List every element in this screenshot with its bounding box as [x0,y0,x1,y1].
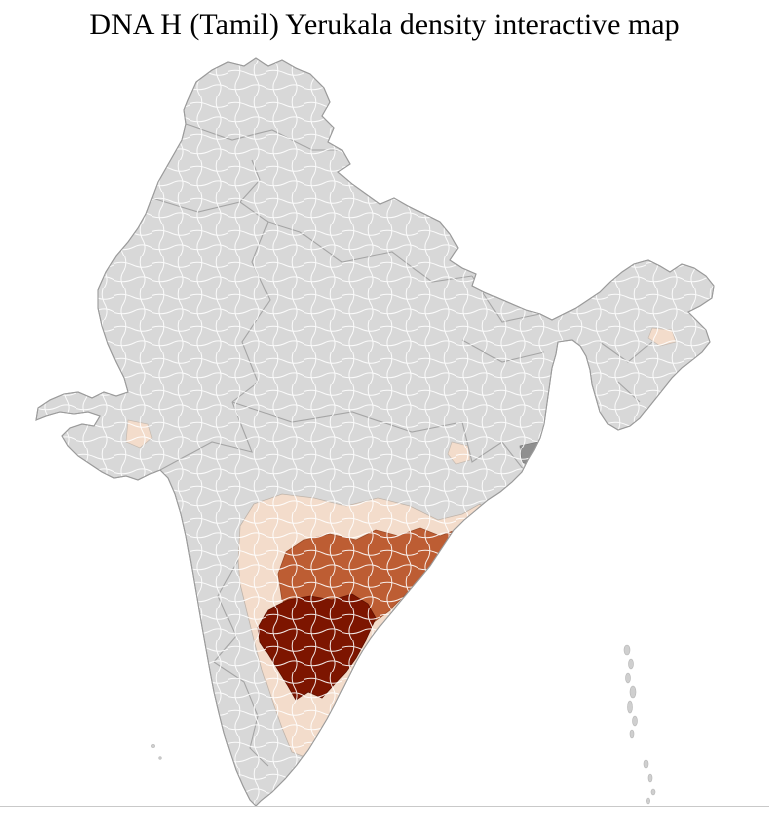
bottom-divider [0,806,769,807]
page-title: DNA H (Tamil) Yerukala density interacti… [89,8,680,41]
island-chains[interactable] [151,644,656,805]
